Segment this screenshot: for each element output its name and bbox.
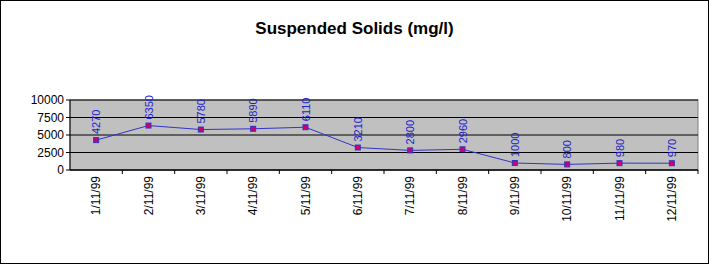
marker	[303, 125, 308, 130]
x-tick	[698, 170, 699, 174]
data-label: 2960	[457, 119, 469, 143]
marker	[355, 145, 360, 150]
data-label: 6350	[143, 95, 155, 119]
y-tick-label: 2500	[37, 146, 64, 160]
data-label: 1000	[509, 133, 521, 157]
x-tick-label: 7/11/99	[403, 176, 417, 215]
y-tick-label: 0	[57, 163, 64, 177]
y-tick	[66, 170, 70, 171]
data-label: 800	[561, 140, 573, 158]
x-tick	[593, 170, 594, 174]
x-tick-label: 3/11/99	[194, 176, 208, 215]
plot-area	[70, 100, 698, 170]
frame	[1, 1, 709, 264]
marker	[146, 123, 151, 128]
marker	[460, 147, 465, 152]
grid-line	[70, 117, 698, 118]
grid-line	[70, 152, 698, 153]
x-tick-label: 8/11/99	[456, 176, 470, 215]
x-tick	[331, 170, 332, 174]
y-tick	[66, 135, 70, 136]
chart: Suspended Solids (mg/l) 0 2500 5000 7500 1000…	[0, 0, 709, 264]
x-tick-label: 1/11/99	[89, 176, 103, 215]
marker	[565, 162, 570, 167]
data-label: 3210	[352, 117, 364, 141]
marker	[669, 161, 674, 166]
y-tick	[66, 152, 70, 153]
x-tick	[645, 170, 646, 174]
data-label: 5890	[247, 98, 259, 122]
marker	[94, 138, 99, 143]
plot-marks	[94, 123, 675, 167]
x-tick	[122, 170, 123, 174]
x-tick-label: 10/11/99	[560, 176, 574, 222]
y-tick-label: 10000	[31, 93, 65, 107]
marker	[512, 161, 517, 166]
x-tick	[384, 170, 385, 174]
grid-line	[70, 135, 698, 136]
x-tick-label: 5/11/99	[299, 176, 313, 215]
x-tick-label: 12/11/99	[665, 176, 679, 222]
data-label: 6110	[300, 98, 312, 122]
data-label: 970	[666, 139, 678, 157]
grid-line	[70, 100, 698, 101]
x-tick-label: 4/11/99	[246, 176, 260, 215]
x-tick	[436, 170, 437, 174]
marker	[617, 161, 622, 166]
x-tick-label: 11/11/99	[613, 176, 627, 221]
line	[96, 126, 672, 165]
data-label: 4270	[90, 110, 102, 134]
y-axis	[70, 100, 71, 170]
x-tick	[488, 170, 489, 174]
y-tick	[66, 117, 70, 118]
x-tick-label: 9/11/99	[508, 176, 522, 215]
y-tick-label: 5000	[37, 128, 64, 142]
marker	[251, 126, 256, 131]
x-tick	[541, 170, 542, 174]
x-tick	[279, 170, 280, 174]
data-label: 980	[614, 139, 626, 157]
title: Suspended Solids (mg/l)	[255, 19, 453, 38]
marker	[198, 127, 203, 132]
x-tick-label: 2/11/99	[142, 176, 156, 215]
x-tick	[227, 170, 228, 174]
marker	[408, 148, 413, 153]
data-label: 5780	[195, 99, 207, 123]
y-tick-label: 7500	[37, 111, 64, 125]
x-tick	[174, 170, 175, 174]
data-label: 2800	[404, 120, 416, 144]
y-tick	[66, 100, 70, 101]
x-tick-label: 6/11/99	[351, 176, 365, 215]
